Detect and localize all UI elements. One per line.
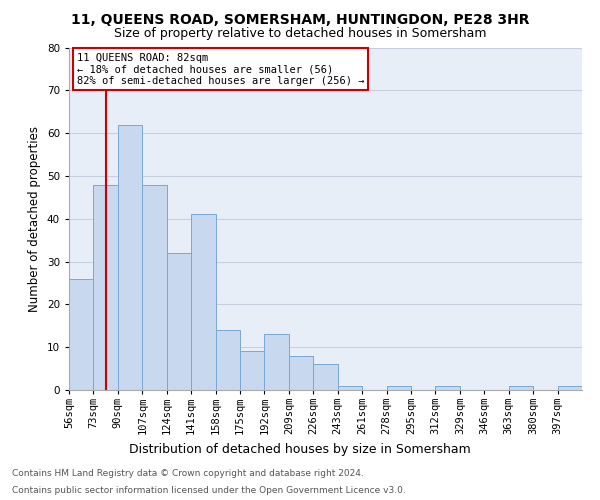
Text: Size of property relative to detached houses in Somersham: Size of property relative to detached ho… xyxy=(114,28,486,40)
Text: 11 QUEENS ROAD: 82sqm
← 18% of detached houses are smaller (56)
82% of semi-deta: 11 QUEENS ROAD: 82sqm ← 18% of detached … xyxy=(77,52,364,86)
Bar xyxy=(338,386,362,390)
Bar xyxy=(142,184,167,390)
Bar xyxy=(240,352,265,390)
Bar xyxy=(265,334,289,390)
Bar xyxy=(215,330,240,390)
Bar xyxy=(191,214,215,390)
Bar xyxy=(94,184,118,390)
Bar xyxy=(313,364,338,390)
Text: Contains public sector information licensed under the Open Government Licence v3: Contains public sector information licen… xyxy=(12,486,406,495)
Text: 11, QUEENS ROAD, SOMERSHAM, HUNTINGDON, PE28 3HR: 11, QUEENS ROAD, SOMERSHAM, HUNTINGDON, … xyxy=(71,12,529,26)
Bar xyxy=(436,386,460,390)
Text: Distribution of detached houses by size in Somersham: Distribution of detached houses by size … xyxy=(129,442,471,456)
Bar xyxy=(557,386,582,390)
Bar xyxy=(386,386,411,390)
Bar xyxy=(69,278,94,390)
Bar xyxy=(289,356,313,390)
Bar xyxy=(167,253,191,390)
Bar xyxy=(118,124,142,390)
Bar xyxy=(509,386,533,390)
Y-axis label: Number of detached properties: Number of detached properties xyxy=(28,126,41,312)
Text: Contains HM Land Registry data © Crown copyright and database right 2024.: Contains HM Land Registry data © Crown c… xyxy=(12,468,364,477)
